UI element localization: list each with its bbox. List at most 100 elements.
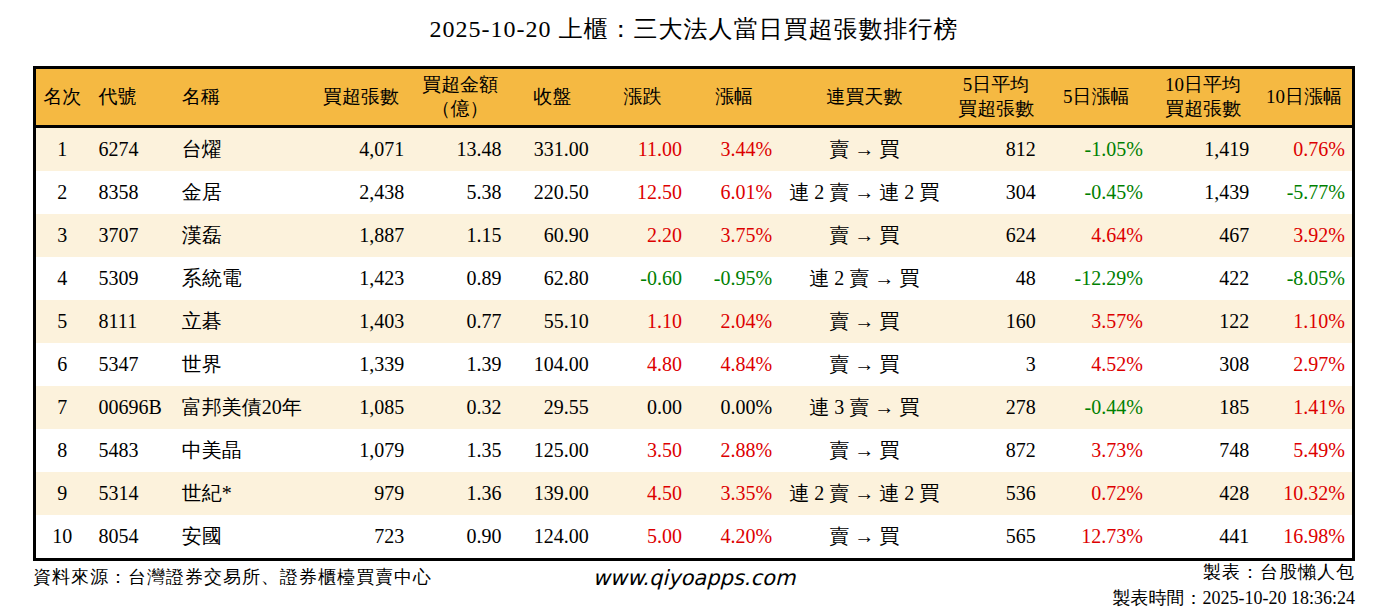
cell-rank: 5: [35, 300, 89, 343]
cell-avg5_net_buy: 304: [950, 171, 1043, 214]
cell-pct10: 2.97%: [1256, 343, 1353, 386]
cell-change_pct: 3.35%: [689, 472, 779, 515]
cell-rank: 9: [35, 472, 89, 515]
cell-rank: 8: [35, 429, 89, 472]
header-change_pct: 漲幅: [689, 68, 779, 127]
header-net_buy_lots: 買超張數: [310, 68, 411, 127]
cell-avg10_net_buy: 185: [1150, 386, 1256, 429]
cell-close: 29.55: [509, 386, 596, 429]
cell-streak: 賣 → 買: [779, 429, 949, 472]
cell-avg10_net_buy: 1,439: [1150, 171, 1256, 214]
cell-net_buy_lots: 4,071: [310, 127, 411, 172]
cell-change: 0.00: [596, 386, 689, 429]
table-row: 45309系統電1,4230.8962.80-0.60-0.95%連 2 賣 →…: [35, 257, 1354, 300]
table-row: 108054安國7230.90124.005.004.20%賣 → 買56512…: [35, 515, 1354, 560]
cell-streak: 賣 → 買: [779, 515, 949, 560]
cell-pct5: -1.05%: [1043, 127, 1150, 172]
header-avg10_net_buy: 10日平均 買超張數: [1150, 68, 1256, 127]
cell-rank: 1: [35, 127, 89, 172]
cell-pct10: 16.98%: [1256, 515, 1353, 560]
cell-change: 12.50: [596, 171, 689, 214]
cell-net_buy_amount_100m: 0.32: [411, 386, 508, 429]
header-code: 代號: [89, 68, 169, 127]
cell-close: 55.10: [509, 300, 596, 343]
cell-net_buy_lots: 1,423: [310, 257, 411, 300]
cell-avg5_net_buy: 278: [950, 386, 1043, 429]
cell-rank: 2: [35, 171, 89, 214]
cell-avg5_net_buy: 536: [950, 472, 1043, 515]
cell-net_buy_amount_100m: 13.48: [411, 127, 508, 172]
table-header: 名次代號名稱買超張數買超金額 （億）收盤漲跌漲幅連買天數5日平均 買超張數5日漲…: [35, 68, 1354, 127]
cell-rank: 3: [35, 214, 89, 257]
cell-net_buy_lots: 723: [310, 515, 411, 560]
cell-net_buy_lots: 1,085: [310, 386, 411, 429]
cell-streak: 賣 → 買: [779, 214, 949, 257]
cell-change_pct: 3.44%: [689, 127, 779, 172]
cell-code: 8111: [89, 300, 169, 343]
header-close: 收盤: [509, 68, 596, 127]
cell-pct10: -5.77%: [1256, 171, 1353, 214]
cell-streak: 連 2 賣 → 買: [779, 257, 949, 300]
header-net_buy_amount_100m: 買超金額 （億）: [411, 68, 508, 127]
cell-pct5: 3.57%: [1043, 300, 1150, 343]
cell-avg10_net_buy: 748: [1150, 429, 1256, 472]
table-row: 33707漢磊1,8871.1560.902.203.75%賣 → 買6244.…: [35, 214, 1354, 257]
cell-change_pct: 0.00%: [689, 386, 779, 429]
cell-streak: 連 2 賣 → 連 2 買: [779, 472, 949, 515]
report-timestamp: 製表時間：2025-10-20 18:36:24: [1113, 586, 1356, 610]
cell-pct5: 12.73%: [1043, 515, 1150, 560]
cell-avg5_net_buy: 160: [950, 300, 1043, 343]
cell-change: 4.80: [596, 343, 689, 386]
cell-net_buy_amount_100m: 0.77: [411, 300, 508, 343]
page-title: 2025-10-20 上櫃：三大法人當日買超張數排行榜: [0, 13, 1388, 45]
cell-change: 3.50: [596, 429, 689, 472]
cell-net_buy_lots: 1,339: [310, 343, 411, 386]
table-row: 700696B富邦美債20年1,0850.3229.550.000.00%連 3…: [35, 386, 1354, 429]
cell-net_buy_amount_100m: 1.39: [411, 343, 508, 386]
cell-net_buy_amount_100m: 1.36: [411, 472, 508, 515]
cell-code: 3707: [89, 214, 169, 257]
cell-net_buy_amount_100m: 0.90: [411, 515, 508, 560]
cell-net_buy_lots: 979: [310, 472, 411, 515]
cell-rank: 10: [35, 515, 89, 560]
cell-close: 124.00: [509, 515, 596, 560]
cell-name: 世紀*: [169, 472, 310, 515]
cell-pct10: 1.10%: [1256, 300, 1353, 343]
cell-change: 2.20: [596, 214, 689, 257]
cell-net_buy_lots: 1,079: [310, 429, 411, 472]
cell-name: 富邦美債20年: [169, 386, 310, 429]
cell-close: 139.00: [509, 472, 596, 515]
cell-rank: 7: [35, 386, 89, 429]
header-rank: 名次: [35, 68, 89, 127]
cell-change_pct: -0.95%: [689, 257, 779, 300]
cell-change: -0.60: [596, 257, 689, 300]
cell-avg10_net_buy: 467: [1150, 214, 1256, 257]
cell-change_pct: 6.01%: [689, 171, 779, 214]
cell-pct5: 4.52%: [1043, 343, 1150, 386]
cell-avg5_net_buy: 3: [950, 343, 1043, 386]
cell-avg10_net_buy: 441: [1150, 515, 1256, 560]
table-row: 65347世界1,3391.39104.004.804.84%賣 → 買34.5…: [35, 343, 1354, 386]
cell-pct5: 3.73%: [1043, 429, 1150, 472]
cell-rank: 6: [35, 343, 89, 386]
cell-net_buy_amount_100m: 1.15: [411, 214, 508, 257]
cell-avg5_net_buy: 872: [950, 429, 1043, 472]
cell-net_buy_lots: 2,438: [310, 171, 411, 214]
table-row: 16274台燿4,07113.48331.0011.003.44%賣 → 買81…: [35, 127, 1354, 172]
cell-name: 世界: [169, 343, 310, 386]
cell-streak: 賣 → 買: [779, 343, 949, 386]
table-row: 95314世紀*9791.36139.004.503.35%連 2 賣 → 連 …: [35, 472, 1354, 515]
cell-change: 4.50: [596, 472, 689, 515]
cell-close: 220.50: [509, 171, 596, 214]
cell-avg10_net_buy: 422: [1150, 257, 1256, 300]
cell-avg5_net_buy: 812: [950, 127, 1043, 172]
cell-pct5: -12.29%: [1043, 257, 1150, 300]
cell-code: 5347: [89, 343, 169, 386]
header-avg5_net_buy: 5日平均 買超張數: [950, 68, 1043, 127]
cell-pct10: 3.92%: [1256, 214, 1353, 257]
header-pct10: 10日漲幅: [1256, 68, 1353, 127]
cell-pct10: 0.76%: [1256, 127, 1353, 172]
cell-avg10_net_buy: 308: [1150, 343, 1256, 386]
cell-net_buy_lots: 1,887: [310, 214, 411, 257]
cell-code: 00696B: [89, 386, 169, 429]
